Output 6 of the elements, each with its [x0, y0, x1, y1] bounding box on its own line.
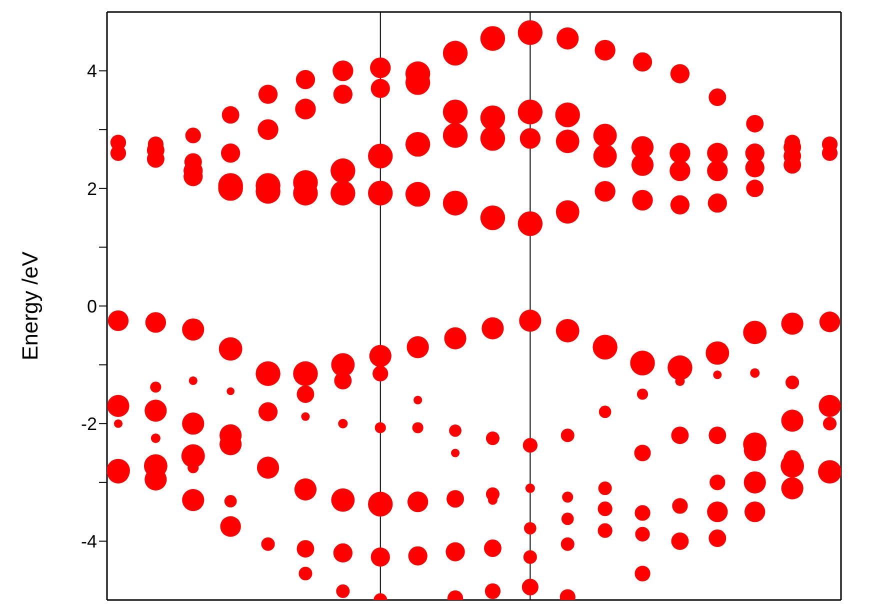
y-tick-label: 0 — [86, 296, 97, 316]
y-axis-title: Energy /eV — [18, 251, 42, 360]
y-tick-label: -2 — [80, 414, 97, 434]
y-tick-label: 2 — [86, 178, 97, 199]
y-tick-label: -4 — [80, 532, 97, 552]
y-tick-label: 4 — [86, 61, 97, 82]
